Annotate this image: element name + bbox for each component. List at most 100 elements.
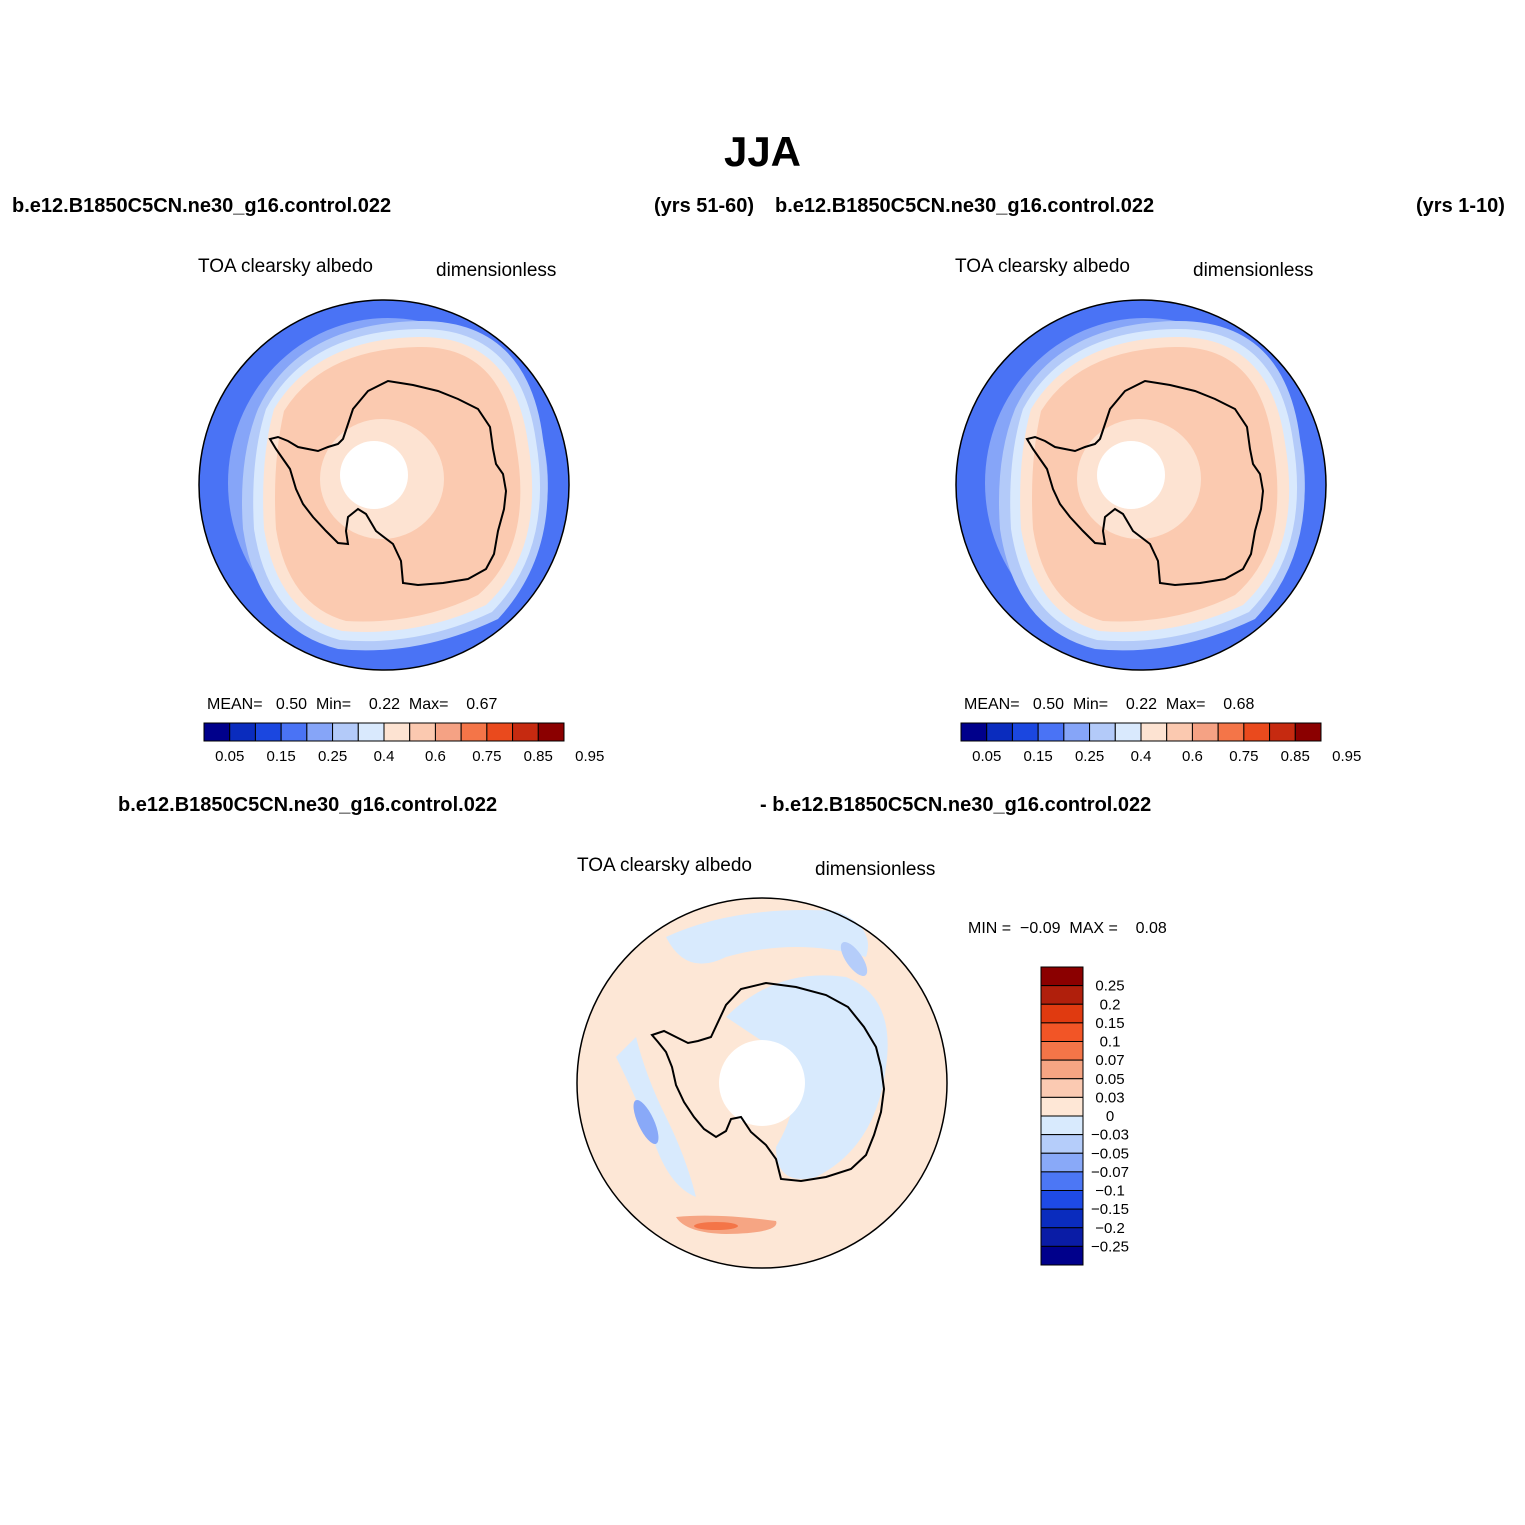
pole-hole	[719, 1040, 805, 1126]
stat-max-value: 0.67	[466, 696, 498, 713]
colorbar-tick-label: 0	[1106, 1108, 1114, 1125]
colorbar-tick-label: 0.75	[1229, 748, 1258, 765]
colorbar-box	[1040, 1078, 1084, 1098]
colorbar-box	[1040, 1245, 1084, 1266]
colorbar-box	[1294, 722, 1322, 742]
map-panel-difference	[576, 897, 948, 1269]
colorbar-box	[203, 722, 231, 742]
colorbar-tick-label: 0.95	[1332, 748, 1361, 765]
colorbar-tick-label: −0.25	[1091, 1238, 1129, 1255]
colorbar-tick-label: 0.15	[1095, 1015, 1124, 1032]
colorbar-box	[1040, 1134, 1084, 1154]
stat-mean-value: 0.50	[275, 696, 308, 713]
colorbar-tick-label: 0.25	[1075, 748, 1104, 765]
map-1-border	[198, 299, 570, 671]
diff-case-a: b.e12.B1850C5CN.ne30_g16.control.022	[118, 794, 498, 816]
colorbar-box	[1191, 722, 1219, 742]
colorbar-tick-label: −0.2	[1095, 1220, 1125, 1237]
colorbar-box	[1040, 966, 1084, 987]
colorbar-box	[537, 722, 565, 742]
colorbar-tick-label: −0.07	[1091, 1164, 1129, 1181]
colorbar-box	[960, 722, 988, 742]
colorbar-box	[1040, 1190, 1084, 1210]
stat-max-label: Max=	[408, 696, 449, 713]
map-panel-2	[955, 299, 1327, 671]
colorbar-tick-label: −0.1	[1095, 1183, 1125, 1200]
colorbar-tick-label: 0.6	[425, 748, 446, 765]
colorbar-tick-label: 0.03	[1095, 1089, 1124, 1106]
diff-max-value: 0.08	[1135, 920, 1167, 937]
colorbar-tick-label: 0.2	[1100, 996, 1121, 1013]
diff-blue-core-north	[840, 941, 868, 977]
colorbar-box	[1040, 1152, 1084, 1173]
antarctica-coastline	[650, 981, 886, 1183]
colorbar-box	[1217, 722, 1245, 742]
diff-blue-region-north	[666, 910, 868, 964]
stat-min-label: Min=	[1072, 696, 1109, 713]
colorbar-box	[1140, 722, 1168, 742]
diff-blue-region-east	[726, 975, 888, 1179]
colorbar-tick-label: 0.07	[1095, 1052, 1124, 1069]
colorbar-box	[306, 722, 334, 742]
colorbar-tick-label: 0.15	[1024, 748, 1053, 765]
colorbar-box	[1011, 722, 1039, 742]
stat-mean-value: 0.50	[1032, 696, 1065, 713]
colorbar-box	[1040, 1227, 1084, 1247]
pole-hole	[1097, 441, 1165, 509]
map-2-fill	[956, 300, 1326, 670]
colorbar-box	[1040, 985, 1084, 1005]
colorbar-tick-label: −0.03	[1091, 1127, 1129, 1144]
colorbar-box	[409, 722, 436, 742]
colorbar-panel-2: 0.05 0.15 0.25 0.4 0.6 0.75 0.85 0.95	[960, 722, 1361, 765]
antarctica-coastline	[268, 379, 508, 587]
colorbar-tick-label: 0.05	[972, 748, 1001, 765]
panel-1-years: (yrs 51-60)	[654, 195, 755, 217]
panel-2-case-name: b.e12.B1850C5CN.ne30_g16.control.022	[775, 195, 1155, 217]
colorbar-box	[1037, 722, 1065, 742]
colorbar-tick-label: 0.4	[374, 748, 395, 765]
colorbar-tick-label: 0.05	[1095, 1071, 1124, 1088]
colorbar-tick-label: 0.1	[1100, 1034, 1121, 1051]
panel-2-units: dimensionless	[1193, 260, 1314, 281]
panel-2-stats: MEAN= 0.50 Min= 0.22 Max= 0.68	[964, 696, 1254, 714]
diff-max-label: MAX =	[1069, 920, 1118, 937]
colorbar-box	[357, 722, 385, 742]
colorbar-tick-label: 0.25	[1095, 978, 1124, 995]
colorbar-tick-label: 0.85	[524, 748, 553, 765]
colorbar-box	[383, 722, 411, 742]
colorbar-box	[1243, 722, 1271, 742]
stat-min-value: 0.22	[368, 696, 400, 713]
colorbar-box	[1040, 1003, 1084, 1024]
map-diff-border	[576, 897, 948, 1269]
colorbar-box	[512, 722, 539, 742]
panel-1-stats: MEAN= 0.50 Min= 0.22 Max= 0.67	[207, 696, 497, 714]
colorbar-box	[1269, 722, 1296, 742]
stat-max-value: 0.68	[1223, 696, 1255, 713]
colorbar-tick-label: 0.4	[1131, 748, 1152, 765]
colorbar-box	[229, 722, 256, 742]
panel-2-years: (yrs 1-10)	[1416, 195, 1505, 217]
colorbar-box	[986, 722, 1013, 742]
stat-mean-label: MEAN=	[207, 696, 263, 713]
colorbar-box	[332, 722, 359, 742]
diff-min-value: −0.09	[1020, 920, 1061, 937]
colorbar-box	[1040, 1022, 1084, 1042]
stat-min-value: 0.22	[1125, 696, 1157, 713]
panel-1-variable: TOA clearsky albedo	[198, 256, 373, 277]
colorbar-tick-label: −0.15	[1091, 1201, 1129, 1218]
colorbar-tick-label: 0.25	[318, 748, 347, 765]
diff-variable: TOA clearsky albedo	[577, 855, 752, 876]
colorbar-box	[1114, 722, 1142, 742]
main-title: JJA	[723, 128, 802, 175]
pole-hole	[340, 441, 408, 509]
colorbar-box	[434, 722, 462, 742]
map-1-fill	[199, 300, 569, 670]
colorbar-tick-label: 0.15	[267, 748, 296, 765]
diff-stats: MIN = −0.09 MAX = 0.08	[968, 920, 1167, 938]
colorbar-tick-label: 0.75	[472, 748, 501, 765]
antarctica-coastline	[1025, 379, 1265, 587]
colorbar-box	[1040, 1096, 1084, 1117]
colorbar-tick-label: 0.05	[215, 748, 244, 765]
colorbar-tick-label: 0.95	[575, 748, 604, 765]
colorbar-box	[1040, 1041, 1084, 1061]
